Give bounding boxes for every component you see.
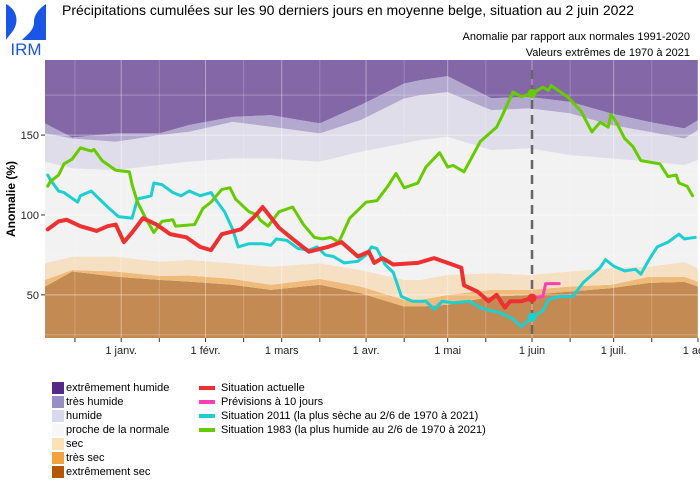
legend-item: Situation 1983 (la plus humide au 2/6 de…: [199, 423, 486, 437]
legend-series: Situation actuelle Prévisions à 10 jours S…: [199, 381, 486, 437]
legend-item: extrêmement sec: [52, 465, 169, 479]
legend-item: très sec: [52, 451, 169, 465]
legend-swatch: [52, 424, 64, 436]
irm-logo: IRM: [6, 4, 46, 56]
category-bands: [45, 60, 698, 338]
x-tick-label: 1 août: [683, 345, 700, 357]
x-tick-label: 1 juil.: [601, 345, 627, 357]
series-line-1: [530, 282, 561, 300]
legend-swatch: [52, 396, 64, 408]
x-tick-label: 1 mars: [265, 345, 299, 357]
legend-line-swatch: [199, 428, 215, 432]
current-point-3: [527, 89, 537, 99]
legend-item: humide: [52, 409, 169, 423]
y-tick-label: 150: [21, 130, 39, 142]
legend-label: très humide: [66, 396, 124, 408]
legend-categories: extrêmement humide très humide humide proch…: [52, 381, 169, 479]
x-tick-label: 1 janv.: [105, 345, 137, 357]
axes: 50 100 150 1 janv. 1 févr. 1 mars 1 avr. 1 mai 1…: [21, 130, 700, 357]
series-line-0: [45, 204, 535, 310]
y-axis-label: Anomalie (%): [4, 161, 18, 237]
legend-swatch: [52, 452, 64, 464]
chart: 50 100 150 1 janv. 1 févr. 1 mars 1 avr. 1 mai 1…: [4, 60, 700, 357]
band-humide: [45, 92, 698, 171]
legend-swatch: [52, 382, 64, 394]
chart-subtitle-extremes: Valeurs extrêmes de 1970 à 2021: [525, 47, 690, 59]
logo-text: IRM: [10, 40, 41, 56]
band-proche-de-la-normale: [45, 136, 698, 280]
y-tick-label: 100: [21, 210, 39, 222]
legend-item: très humide: [52, 395, 169, 409]
current-point-2: [527, 312, 537, 322]
legend-label: Situation 2011 (la plus sèche au 2/6 de …: [221, 410, 479, 422]
legend-swatch: [52, 466, 64, 478]
legend-item: Situation 2011 (la plus sèche au 2/6 de …: [199, 409, 486, 423]
legend-item: proche de la normale: [52, 423, 169, 437]
band-très-sec: [45, 269, 698, 307]
legend-line-swatch: [199, 386, 215, 390]
legend-item: extrêmement humide: [52, 381, 169, 395]
legend-label: Situation 1983 (la plus humide au 2/6 de…: [221, 424, 486, 436]
x-tick-label: 1 févr.: [191, 345, 221, 357]
legend-label: extrêmement humide: [66, 382, 170, 394]
legend-swatch: [52, 410, 64, 422]
chart-subtitle-anomaly: Anomalie par rapport aux normales 1991-2…: [462, 31, 690, 43]
band-extrêmement-sec: [45, 271, 698, 338]
chart-title: Précipitations cumulées sur les 90 derni…: [62, 2, 635, 18]
band-très-humide: [45, 76, 698, 142]
legend-label: Prévisions à 10 jours: [221, 396, 324, 408]
legend-line-swatch: [199, 414, 215, 418]
series-line-3: [46, 84, 695, 244]
x-tick-label: 1 juin: [519, 345, 545, 357]
current-point-0: [527, 293, 537, 303]
legend-item: sec: [52, 437, 169, 451]
legend-label: proche de la normale: [66, 424, 170, 436]
legend-item: Situation actuelle: [199, 381, 486, 395]
legend-label: Situation actuelle: [221, 382, 305, 394]
legend-swatch: [52, 438, 64, 450]
legend-label: sec: [66, 438, 84, 450]
legend-line-swatch: [199, 400, 215, 404]
x-tick-label: 1 avr.: [353, 345, 380, 357]
series-lines: [45, 70, 697, 338]
series-line-2: [46, 173, 697, 329]
legend-label: humide: [66, 410, 103, 422]
legend-label: très sec: [66, 452, 105, 464]
legend-item: Prévisions à 10 jours: [199, 395, 486, 409]
y-tick-label: 50: [27, 290, 39, 302]
band-sec: [45, 256, 698, 300]
legend-label: extrêmement sec: [66, 466, 151, 478]
band-extrêmement-humide: [45, 60, 698, 138]
x-tick-label: 1 mai: [434, 345, 461, 357]
